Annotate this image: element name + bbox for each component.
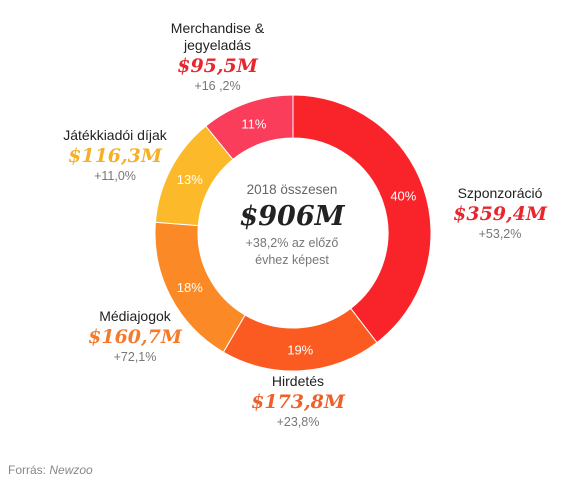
slice-sponsorship <box>292 94 432 344</box>
center-total: $906M <box>239 201 345 232</box>
donut-percent-labels: 40% 19% 18% 13% 11% <box>177 116 417 357</box>
source-prefix: Forrás: <box>8 463 47 477</box>
category-name: Hirdetés <box>271 373 325 389</box>
category-name-line1: Merchandise & <box>170 20 265 36</box>
category-name: Szponzoráció <box>457 185 543 201</box>
category-name-line2: jegyeladás <box>184 37 251 53</box>
category-name: Médiajogok <box>99 308 171 324</box>
center-note-line2: évhez képest <box>255 253 329 267</box>
label-publisher-fees: Játékkiadói díjak $116,3M +11,0% <box>40 127 190 184</box>
slice-merchandise <box>205 94 294 161</box>
label-media-rights: Médiajogok $160,7M +72,1% <box>65 308 205 365</box>
slice-advertising <box>222 307 378 372</box>
category-change: +11,0% <box>94 169 136 183</box>
percent-label: 11% <box>241 116 266 131</box>
source-name: Newzoo <box>49 463 93 477</box>
label-advertising: Hirdetés $173,8M +23,8% <box>228 373 368 430</box>
percent-label: 18% <box>177 280 203 295</box>
category-amount: $173,8M <box>251 391 345 413</box>
donut-slices <box>154 94 432 372</box>
center-note-line1: +38,2% az előző <box>245 236 339 250</box>
category-amount: $160,7M <box>88 326 182 348</box>
category-amount: $359,4M <box>453 203 547 225</box>
label-merchandise: Merchandise & jegyeladás $95,5M +16 ,2% <box>145 20 290 94</box>
donut-center: 2018 összesen $906M +38,2% az előző évhe… <box>207 182 377 269</box>
percent-label: 19% <box>287 342 313 357</box>
label-sponsorship: Szponzoráció $359,4M +53,2% <box>430 185 570 242</box>
category-change: +16 ,2% <box>194 79 241 93</box>
percent-label: 13% <box>177 172 203 187</box>
category-amount: $116,3M <box>68 145 162 167</box>
category-change: +23,8% <box>276 415 320 429</box>
center-note: +38,2% az előző évhez képest <box>207 235 377 269</box>
center-label: 2018 összesen <box>246 182 338 197</box>
category-change: +53,2% <box>478 227 522 241</box>
category-change: +72,1% <box>113 350 157 364</box>
source-note: Forrás: Newzoo <box>8 463 93 477</box>
category-amount: $95,5M <box>177 55 258 77</box>
category-name: Játékkiadói díjak <box>63 127 167 143</box>
percent-label: 40% <box>390 189 416 204</box>
